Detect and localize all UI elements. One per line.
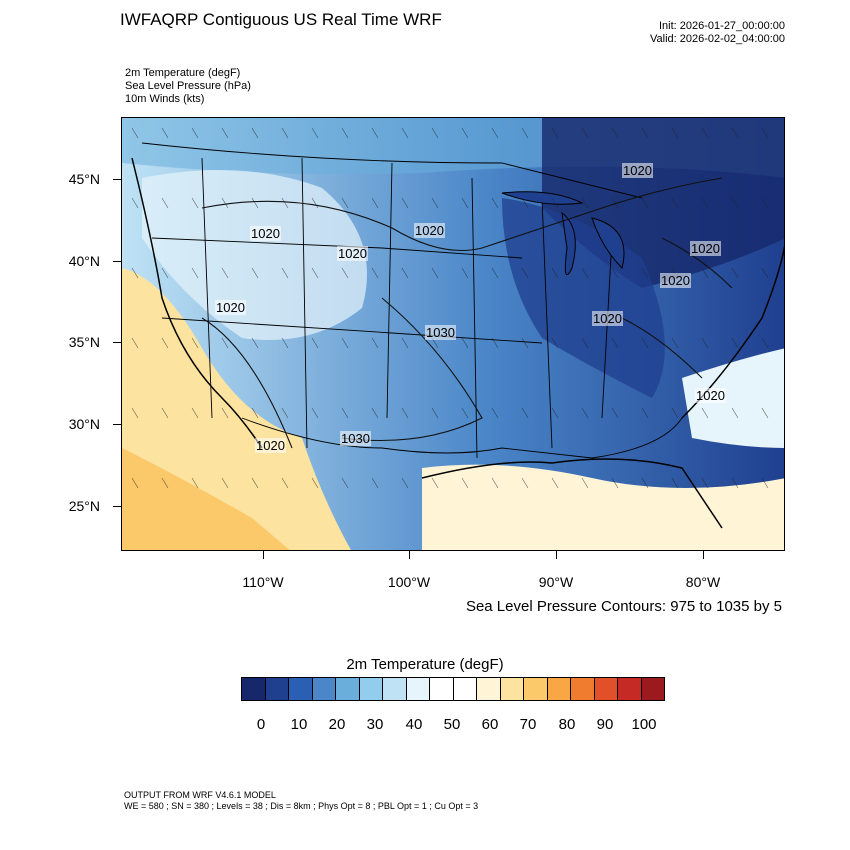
colorbar-label: 40 <box>405 716 423 733</box>
colorbar-label: 0 <box>256 716 266 733</box>
colorbar-swatch <box>641 678 664 700</box>
pacific-coastline <box>131 157 263 449</box>
contour-label: 1020 <box>695 388 726 403</box>
field-label-temperature: 2m Temperature (degF) <box>125 67 241 79</box>
field-label-pressure: Sea Level Pressure (hPa) <box>125 80 251 92</box>
colorbar-swatch <box>477 678 501 700</box>
lon-label-90: 90°W <box>538 574 574 590</box>
colorbar-title: 2m Temperature (degF) <box>346 656 504 673</box>
contour-label: 1020 <box>622 163 653 178</box>
colorbar-label: 100 <box>631 716 657 733</box>
contour-label: 1030 <box>340 431 371 446</box>
colorbar-swatch <box>242 678 266 700</box>
contour-note: Sea Level Pressure Contours: 975 to 1035… <box>465 598 782 615</box>
footer-model: OUTPUT FROM WRF V4.6.1 MODEL <box>124 790 276 800</box>
colorbar-label: 30 <box>366 716 384 733</box>
contour-label: 1020 <box>255 438 286 453</box>
contour-label: 1020 <box>660 273 691 288</box>
colorbar-swatch <box>406 678 430 700</box>
colorbar-swatch <box>265 678 289 700</box>
colorbar-swatch <box>547 678 571 700</box>
colorbar-label: 60 <box>481 716 499 733</box>
map-panel[interactable]: 1020 1020 1020 1020 1020 1030 1020 1020 … <box>121 117 785 551</box>
west-mild-region <box>142 170 367 340</box>
contour-label: 1020 <box>215 300 246 315</box>
contour-label: 1020 <box>414 223 445 238</box>
gulf-coastline <box>421 458 723 529</box>
lake-superior <box>501 191 584 205</box>
lat-label-45: 45°N <box>68 171 100 187</box>
colorbar-swatch <box>500 678 524 700</box>
colorbar-label: 70 <box>519 716 537 733</box>
colorbar <box>241 677 665 701</box>
lat-tick <box>113 342 121 343</box>
colorbar-label: 80 <box>558 716 576 733</box>
lon-tick <box>263 551 264 559</box>
lon-tick <box>409 551 410 559</box>
colorbar-swatch <box>289 678 313 700</box>
mexico-warm-region <box>122 448 290 550</box>
contour-label: 1020 <box>250 226 281 241</box>
map-canvas <box>122 118 784 550</box>
field-label-winds: 10m Winds (kts) <box>125 93 205 105</box>
lat-tick <box>113 424 121 425</box>
colorbar-swatch <box>594 678 618 700</box>
wind-barbs <box>131 127 769 489</box>
lat-label-25: 25°N <box>68 498 100 514</box>
contour-label: 1020 <box>690 241 721 256</box>
lake-huron <box>591 217 625 269</box>
lat-label-40: 40°N <box>68 253 100 269</box>
colorbar-swatch <box>453 678 477 700</box>
footer-config: WE = 580 ; SN = 380 ; Levels = 38 ; Dis … <box>124 801 479 811</box>
lon-label-110: 110°W <box>242 574 284 590</box>
valid-time: Valid: 2026-02-02_04:00:00 <box>650 33 785 45</box>
lat-label-30: 30°N <box>68 416 100 432</box>
map-title: IWFAQRP Contiguous US Real Time WRF <box>120 10 442 29</box>
contour-label: 1020 <box>337 246 368 261</box>
state-boundaries <box>141 142 683 459</box>
isobars <box>201 177 733 449</box>
colorbar-label: 10 <box>290 716 308 733</box>
lat-tick <box>113 506 121 507</box>
lat-label-35: 35°N <box>68 334 100 350</box>
colorbar-swatch <box>312 678 336 700</box>
init-time: Init: 2026-01-27_00:00:00 <box>659 20 785 32</box>
colorbar-swatch <box>524 678 548 700</box>
colorbar-swatch <box>359 678 383 700</box>
colorbar-swatch <box>571 678 595 700</box>
colorbar-swatch <box>430 678 454 700</box>
lat-tick <box>113 179 121 180</box>
colorbar-label: 50 <box>443 716 461 733</box>
colorbar-swatch <box>336 678 360 700</box>
lat-tick <box>113 261 121 262</box>
lon-label-100: 100°W <box>387 574 431 590</box>
lon-label-80: 80°W <box>685 574 721 590</box>
colorbar-swatch <box>618 678 642 700</box>
lake-michigan <box>561 211 576 276</box>
gulf-warm-region <box>422 464 784 550</box>
colorbar-swatch <box>383 678 407 700</box>
colorbar-label: 90 <box>596 716 614 733</box>
colorbar-label: 20 <box>328 716 346 733</box>
lon-tick <box>703 551 704 559</box>
contour-label: 1030 <box>425 325 456 340</box>
contour-label: 1020 <box>592 311 623 326</box>
atlantic-mild-region <box>682 348 784 448</box>
lon-tick <box>556 551 557 559</box>
